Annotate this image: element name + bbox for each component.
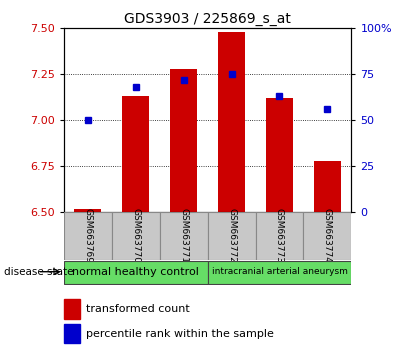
Text: GSM663770: GSM663770 [131, 208, 140, 263]
Text: normal healthy control: normal healthy control [72, 267, 199, 277]
Bar [256, 212, 303, 260]
Text: GSM663773: GSM663773 [275, 208, 284, 263]
Text: intracranial arterial aneurysm: intracranial arterial aneurysm [212, 267, 347, 276]
Text: GSM663771: GSM663771 [179, 208, 188, 263]
Text: disease state: disease state [4, 267, 74, 277]
Bar [303, 212, 351, 260]
Bar [266, 98, 293, 212]
Bar [171, 69, 197, 212]
Bar [218, 32, 245, 212]
Bar [64, 261, 208, 284]
Bar [64, 212, 112, 260]
Title: GDS3903 / 225869_s_at: GDS3903 / 225869_s_at [124, 12, 291, 26]
Bar [122, 96, 149, 212]
Bar [208, 261, 351, 284]
Text: GSM663772: GSM663772 [227, 208, 236, 263]
Bar [208, 212, 256, 260]
Bar [112, 212, 159, 260]
Bar [159, 212, 208, 260]
Text: transformed count: transformed count [86, 304, 190, 314]
Text: GSM663774: GSM663774 [323, 208, 332, 263]
Text: GSM663769: GSM663769 [83, 208, 92, 263]
Bar [74, 209, 101, 212]
Bar [314, 161, 341, 212]
Text: percentile rank within the sample: percentile rank within the sample [86, 329, 274, 339]
